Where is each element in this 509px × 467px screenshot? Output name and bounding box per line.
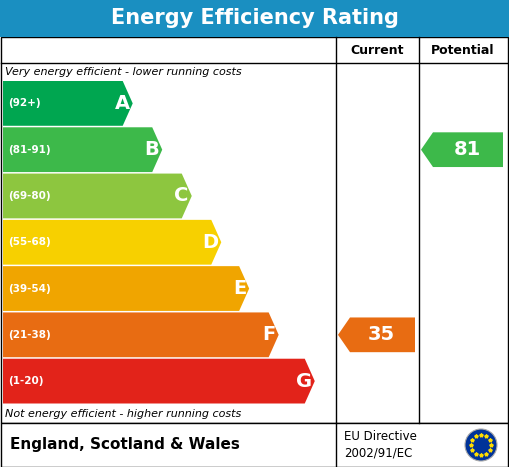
Text: B: B <box>145 140 159 159</box>
Polygon shape <box>3 266 249 311</box>
Text: (39-54): (39-54) <box>8 283 51 294</box>
Circle shape <box>465 429 497 461</box>
Text: Potential: Potential <box>431 43 495 57</box>
Polygon shape <box>338 318 415 352</box>
Polygon shape <box>3 359 315 403</box>
Text: (69-80): (69-80) <box>8 191 50 201</box>
Bar <box>1 423 508 467</box>
Text: Energy Efficiency Rating: Energy Efficiency Rating <box>110 8 399 28</box>
Text: (21-38): (21-38) <box>8 330 51 340</box>
Polygon shape <box>3 312 279 357</box>
Text: F: F <box>263 325 276 344</box>
Text: (92+): (92+) <box>8 99 41 108</box>
Bar <box>1 37 508 423</box>
Text: (55-68): (55-68) <box>8 237 51 247</box>
Text: (81-91): (81-91) <box>8 145 50 155</box>
Text: 35: 35 <box>368 325 395 344</box>
Polygon shape <box>3 81 133 126</box>
Text: E: E <box>233 279 246 298</box>
Polygon shape <box>421 132 503 167</box>
Polygon shape <box>3 174 192 219</box>
Text: G: G <box>296 372 312 390</box>
Polygon shape <box>3 127 162 172</box>
Text: Very energy efficient - lower running costs: Very energy efficient - lower running co… <box>5 67 242 77</box>
Text: England, Scotland & Wales: England, Scotland & Wales <box>10 438 240 453</box>
Text: (1-20): (1-20) <box>8 376 43 386</box>
Text: D: D <box>202 233 218 252</box>
Text: A: A <box>115 94 130 113</box>
Text: C: C <box>175 186 189 205</box>
Bar <box>0 0 509 37</box>
Text: Not energy efficient - higher running costs: Not energy efficient - higher running co… <box>5 409 241 419</box>
Text: EU Directive
2002/91/EC: EU Directive 2002/91/EC <box>344 430 417 460</box>
Polygon shape <box>3 220 221 265</box>
Text: 81: 81 <box>454 140 480 159</box>
Text: Current: Current <box>351 43 404 57</box>
